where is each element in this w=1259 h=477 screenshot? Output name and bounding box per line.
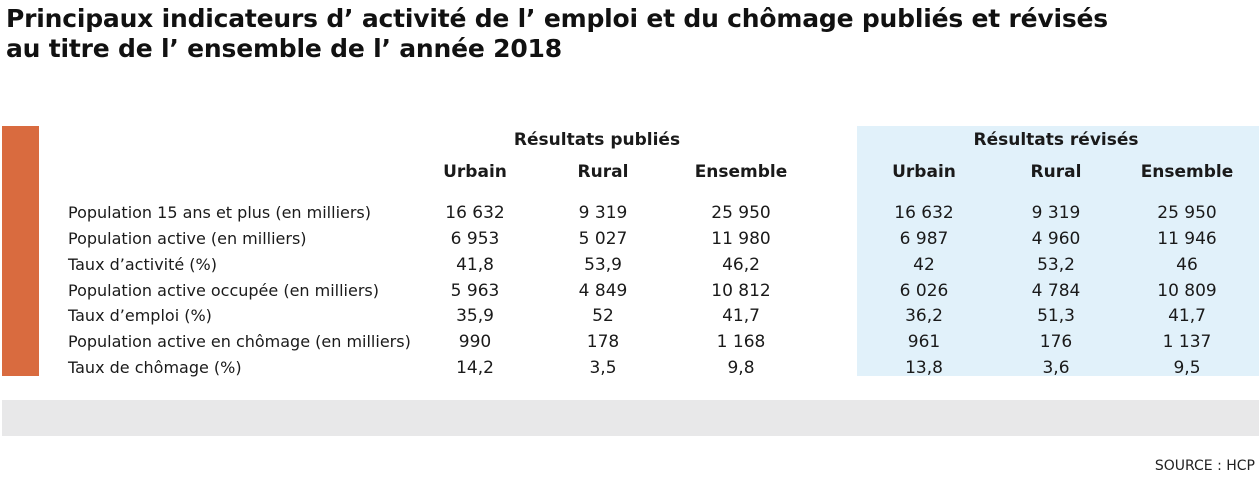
cell-revised-ensemble: 11 946	[1157, 229, 1217, 249]
cell-revised-rural: 176	[1039, 332, 1073, 352]
cell-published-urbain: 16 632	[445, 203, 505, 223]
cell-revised-rural: 4 960	[1031, 229, 1081, 249]
cell-revised-ensemble: 25 950	[1157, 203, 1217, 223]
cell-published-rural: 3,5	[589, 358, 617, 378]
table-row: Taux d’activité (%) 41,8 53,9 46,2 42 53…	[0, 252, 1259, 278]
cell-revised-urbain: 6 026	[899, 281, 949, 301]
cell-published-urbain: 5 963	[450, 281, 500, 301]
cell-published-ensemble: 10 812	[711, 281, 771, 301]
row-label: Population active en chômage (en millier…	[68, 332, 411, 351]
cell-revised-ensemble: 9,5	[1173, 358, 1201, 378]
group-header-revised: Résultats révisés	[973, 130, 1139, 150]
col-header-published-urbain: Urbain	[443, 162, 507, 182]
cell-published-rural: 5 027	[578, 229, 628, 249]
cell-revised-urbain: 16 632	[894, 203, 954, 223]
cell-published-ensemble: 1 168	[716, 332, 766, 352]
revised-results-panel	[857, 126, 1259, 376]
row-label: Taux de chômage (%)	[68, 358, 242, 377]
cell-revised-urbain: 6 987	[899, 229, 949, 249]
row-label: Taux d’activité (%)	[68, 255, 217, 274]
cell-published-rural: 52	[592, 306, 614, 326]
col-header-published-rural: Rural	[577, 162, 629, 182]
col-header-published-ensemble: Ensemble	[694, 162, 788, 182]
cell-published-ensemble: 46,2	[722, 255, 760, 275]
cell-revised-rural: 51,3	[1037, 306, 1075, 326]
row-label: Population 15 ans et plus (en milliers)	[68, 203, 372, 222]
cell-published-urbain: 6 953	[450, 229, 500, 249]
cell-revised-ensemble: 1 137	[1162, 332, 1212, 352]
cell-revised-rural: 9 319	[1031, 203, 1081, 223]
cell-revised-urbain: 961	[907, 332, 941, 352]
group-header-published: Résultats publiés	[513, 130, 681, 150]
cell-published-rural: 178	[586, 332, 620, 352]
col-header-revised-rural: Rural	[1030, 162, 1082, 182]
cell-revised-urbain: 36,2	[905, 306, 943, 326]
table-row: Taux de chômage (%) 14,2 3,5 9,8 13,8 3,…	[0, 355, 1259, 381]
cell-published-rural: 53,9	[584, 255, 622, 275]
row-label: Population active occupée (en milliers)	[68, 281, 379, 300]
col-header-revised-ensemble: Ensemble	[1140, 162, 1234, 182]
row-label: Population active (en milliers)	[68, 229, 307, 248]
cell-published-rural: 4 849	[578, 281, 628, 301]
cell-published-ensemble: 9,8	[727, 358, 755, 378]
col-header-revised-urbain: Urbain	[892, 162, 956, 182]
cell-published-urbain: 35,9	[456, 306, 494, 326]
cell-published-ensemble: 11 980	[711, 229, 771, 249]
cell-published-urbain: 990	[458, 332, 492, 352]
table-row: Population active (en milliers) 6 953 5 …	[0, 226, 1259, 252]
row-label: Taux d’emploi (%)	[68, 306, 212, 325]
table-row: Population active occupée (en milliers) …	[0, 278, 1259, 304]
cell-revised-rural: 53,2	[1037, 255, 1075, 275]
table-row: Population active en chômage (en millier…	[0, 329, 1259, 355]
cell-revised-urbain: 42	[913, 255, 935, 275]
table-row: Taux d’emploi (%) 35,9 52 41,7 36,2 51,3…	[0, 303, 1259, 329]
cell-revised-ensemble: 41,7	[1168, 306, 1206, 326]
cell-revised-urbain: 13,8	[905, 358, 943, 378]
page-title: Principaux indicateurs d’ activité de l’…	[6, 4, 1246, 64]
cell-revised-ensemble: 10 809	[1157, 281, 1217, 301]
cell-published-ensemble: 41,7	[722, 306, 760, 326]
table-row: Population 15 ans et plus (en milliers) …	[0, 200, 1259, 226]
cell-published-urbain: 14,2	[456, 358, 494, 378]
cell-revised-ensemble: 46	[1176, 255, 1198, 275]
accent-bar	[2, 126, 39, 376]
cell-revised-rural: 3,6	[1042, 358, 1070, 378]
footer-band	[2, 400, 1259, 436]
cell-published-urbain: 41,8	[456, 255, 494, 275]
source-note: SOURCE : HCP	[1154, 458, 1255, 474]
cell-published-rural: 9 319	[578, 203, 628, 223]
title-line-2: au titre de l’ ensemble de l’ année 2018	[6, 34, 562, 63]
title-line-1: Principaux indicateurs d’ activité de l’…	[6, 4, 1108, 33]
cell-published-ensemble: 25 950	[711, 203, 771, 223]
cell-revised-rural: 4 784	[1031, 281, 1081, 301]
